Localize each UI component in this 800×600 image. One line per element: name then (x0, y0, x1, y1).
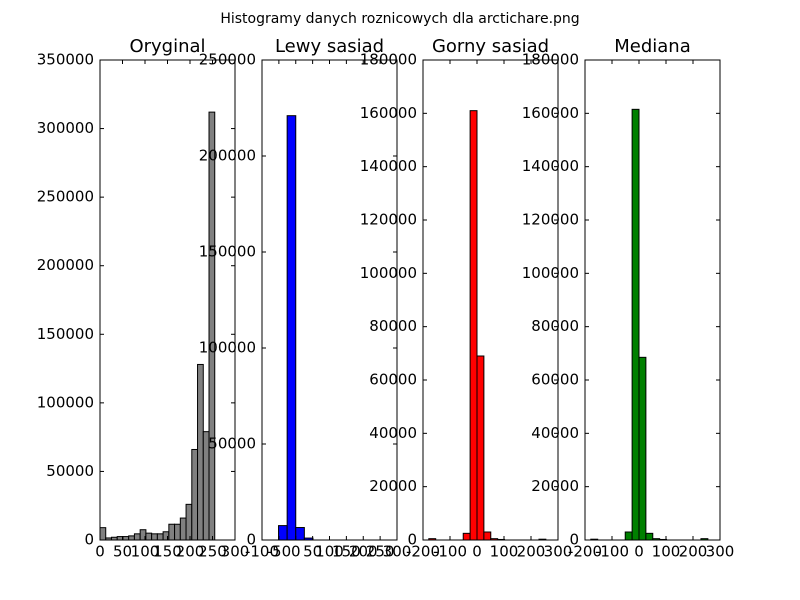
x-tick-label: 250 (366, 543, 395, 561)
bar (462, 532, 471, 540)
bar (624, 531, 633, 540)
axes-frame (422, 59, 559, 541)
x-tick-label: 0 (472, 543, 482, 561)
bar (469, 110, 478, 540)
y-tick-label: 20000 (531, 477, 579, 495)
x-tick-label: 300 (221, 543, 250, 561)
x-tick-label: -100 (245, 543, 279, 561)
x-tick-label: 300 (383, 543, 412, 561)
bar (133, 533, 141, 540)
chart-title: Gorny sasiad (432, 36, 549, 57)
y-tick-label: 80000 (369, 317, 417, 335)
y-tick-label: 0 (407, 531, 417, 549)
y-tick-label: 150000 (37, 325, 94, 343)
bar (286, 115, 297, 540)
y-tick-label: 180000 (360, 51, 417, 69)
bar (483, 531, 492, 540)
x-tick-label: 200 (176, 543, 205, 561)
y-tick-label: 100000 (522, 264, 579, 282)
x-tick-label: 200 (517, 543, 546, 561)
y-tick-label: 160000 (360, 104, 417, 122)
y-tick-label: 40000 (369, 424, 417, 442)
bar (295, 527, 305, 540)
x-tick-label: 150 (153, 543, 182, 561)
x-tick-label: -100 (595, 543, 629, 561)
bar (128, 535, 135, 540)
bar (174, 523, 181, 540)
x-tick-label: 300 (706, 543, 735, 561)
y-tick-label: 200000 (199, 147, 256, 165)
x-tick-label: 200 (349, 543, 378, 561)
y-tick-label: 120000 (360, 211, 417, 229)
bar (631, 108, 640, 540)
y-tick-label: 140000 (522, 157, 579, 175)
figure-title: Histogramy danych roznicowych dla arctic… (220, 11, 579, 27)
x-tick-label: -100 (433, 543, 467, 561)
y-tick-label: 100000 (199, 339, 256, 357)
y-tick-label: 300000 (37, 119, 94, 137)
y-tick-label: 120000 (522, 211, 579, 229)
bar (151, 533, 158, 540)
x-tick-label: 50 (303, 543, 322, 561)
x-tick-label: 100 (652, 543, 681, 561)
bar (185, 503, 193, 540)
x-tick-label: 200 (679, 543, 708, 561)
chart-title: Oryginal (129, 36, 205, 57)
y-tick-label: 350000 (37, 51, 94, 69)
y-tick-label: 50000 (208, 435, 256, 453)
bar (100, 527, 107, 540)
bar (638, 356, 647, 540)
x-tick-label: 0 (95, 543, 105, 561)
y-tick-label: 40000 (531, 424, 579, 442)
x-tick-label: -50 (267, 543, 292, 561)
bar (278, 525, 288, 540)
y-tick-label: 60000 (369, 371, 417, 389)
x-tick-label: 0 (291, 543, 301, 561)
y-tick-label: 0 (246, 531, 256, 549)
bar (168, 523, 176, 540)
bar (156, 533, 164, 540)
bar (700, 538, 709, 540)
x-tick-label: 250 (198, 543, 227, 561)
x-tick-label: 100 (131, 543, 160, 561)
chart-title: Lewy sasiad (275, 36, 384, 57)
x-tick-label: 50 (113, 543, 132, 561)
x-tick-label: -200 (406, 543, 440, 561)
bar (191, 448, 199, 540)
y-tick-label: 100000 (37, 393, 94, 411)
y-tick-label: 250000 (37, 188, 94, 206)
x-tick-label: 150 (332, 543, 361, 561)
bar (476, 355, 485, 540)
y-tick-label: 0 (569, 531, 579, 549)
y-tick-label: 20000 (369, 477, 417, 495)
y-tick-label: 140000 (360, 157, 417, 175)
x-tick-label: 300 (544, 543, 573, 561)
bar (645, 532, 654, 540)
y-tick-label: 180000 (522, 51, 579, 69)
y-tick-label: 50000 (46, 462, 94, 480)
axes-frame (584, 59, 721, 541)
y-tick-label: 100000 (360, 264, 417, 282)
chart-title: Mediana (614, 36, 691, 57)
bar (145, 532, 153, 540)
y-tick-label: 0 (84, 531, 94, 549)
x-tick-label: -200 (568, 543, 602, 561)
y-tick-label: 80000 (531, 317, 579, 335)
bar (122, 536, 130, 540)
bar (179, 517, 187, 540)
bar (197, 363, 204, 540)
bar (428, 538, 437, 540)
x-tick-label: 100 (490, 543, 519, 561)
y-tick-label: 160000 (522, 104, 579, 122)
y-tick-label: 200000 (37, 256, 94, 274)
y-tick-label: 250000 (199, 51, 256, 69)
y-tick-label: 150000 (199, 243, 256, 261)
y-tick-label: 60000 (531, 371, 579, 389)
bar (208, 111, 216, 540)
x-tick-label: 100 (315, 543, 344, 561)
x-tick-label: 0 (634, 543, 644, 561)
